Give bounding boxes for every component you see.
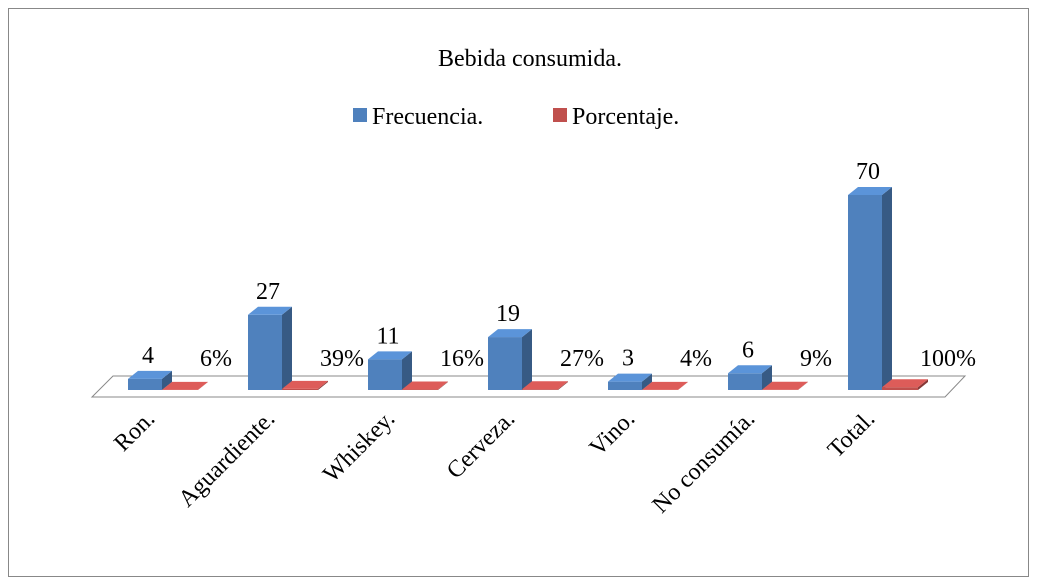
bar-side bbox=[282, 306, 292, 390]
bar-side bbox=[558, 381, 568, 390]
bar-top bbox=[608, 373, 652, 382]
bar-side bbox=[438, 381, 448, 390]
bar-top bbox=[402, 381, 448, 390]
data-label: 3 bbox=[622, 346, 634, 372]
bar-front bbox=[728, 373, 762, 390]
bar-top bbox=[848, 187, 892, 195]
data-label: 39% bbox=[320, 346, 364, 372]
legend-swatch bbox=[353, 108, 367, 122]
bar-front bbox=[848, 195, 882, 390]
bar-top bbox=[728, 365, 772, 374]
bar-top bbox=[762, 381, 808, 390]
bar-side bbox=[162, 370, 172, 390]
bar-top bbox=[282, 380, 328, 389]
legend-label: Frecuencia. bbox=[372, 104, 483, 130]
data-label: 11 bbox=[376, 323, 399, 349]
data-label: 100% bbox=[920, 346, 976, 372]
bar-top bbox=[128, 370, 172, 379]
bar-front bbox=[248, 314, 282, 390]
data-label: 4 bbox=[142, 343, 154, 369]
bar-side bbox=[402, 351, 412, 390]
bar-front bbox=[488, 337, 522, 390]
data-label: 70 bbox=[856, 159, 880, 185]
bar-front bbox=[522, 389, 558, 390]
bar-top bbox=[162, 381, 208, 390]
bar-top bbox=[248, 306, 292, 315]
bar-side bbox=[798, 381, 808, 390]
data-label: 4% bbox=[680, 346, 712, 372]
data-label: 27% bbox=[560, 346, 604, 372]
bar-side bbox=[522, 329, 532, 390]
bar-side bbox=[918, 379, 928, 390]
data-label: 6% bbox=[200, 346, 232, 372]
bar-top bbox=[522, 381, 568, 390]
data-label: 9% bbox=[800, 346, 832, 372]
bar-side bbox=[882, 187, 892, 390]
data-label: 19 bbox=[496, 301, 520, 327]
bar-front bbox=[128, 378, 162, 390]
bar-front bbox=[282, 388, 318, 390]
data-label: 16% bbox=[440, 346, 484, 372]
bar-side bbox=[642, 373, 652, 390]
bar-top bbox=[882, 379, 928, 388]
data-label: 27 bbox=[256, 279, 280, 305]
chart-title: Bebida consumida. bbox=[438, 46, 622, 72]
bar-front bbox=[368, 359, 402, 390]
bar-top bbox=[368, 351, 412, 360]
legend-swatch bbox=[553, 108, 567, 122]
bar-top bbox=[642, 381, 688, 390]
bar-side bbox=[198, 381, 208, 390]
data-label: 6 bbox=[742, 337, 754, 363]
bar-top bbox=[488, 329, 532, 338]
bar-front bbox=[882, 387, 918, 390]
legend-label: Porcentaje. bbox=[572, 104, 679, 130]
bar-front bbox=[608, 381, 642, 390]
bar-side bbox=[318, 380, 328, 390]
bar-side bbox=[678, 381, 688, 390]
